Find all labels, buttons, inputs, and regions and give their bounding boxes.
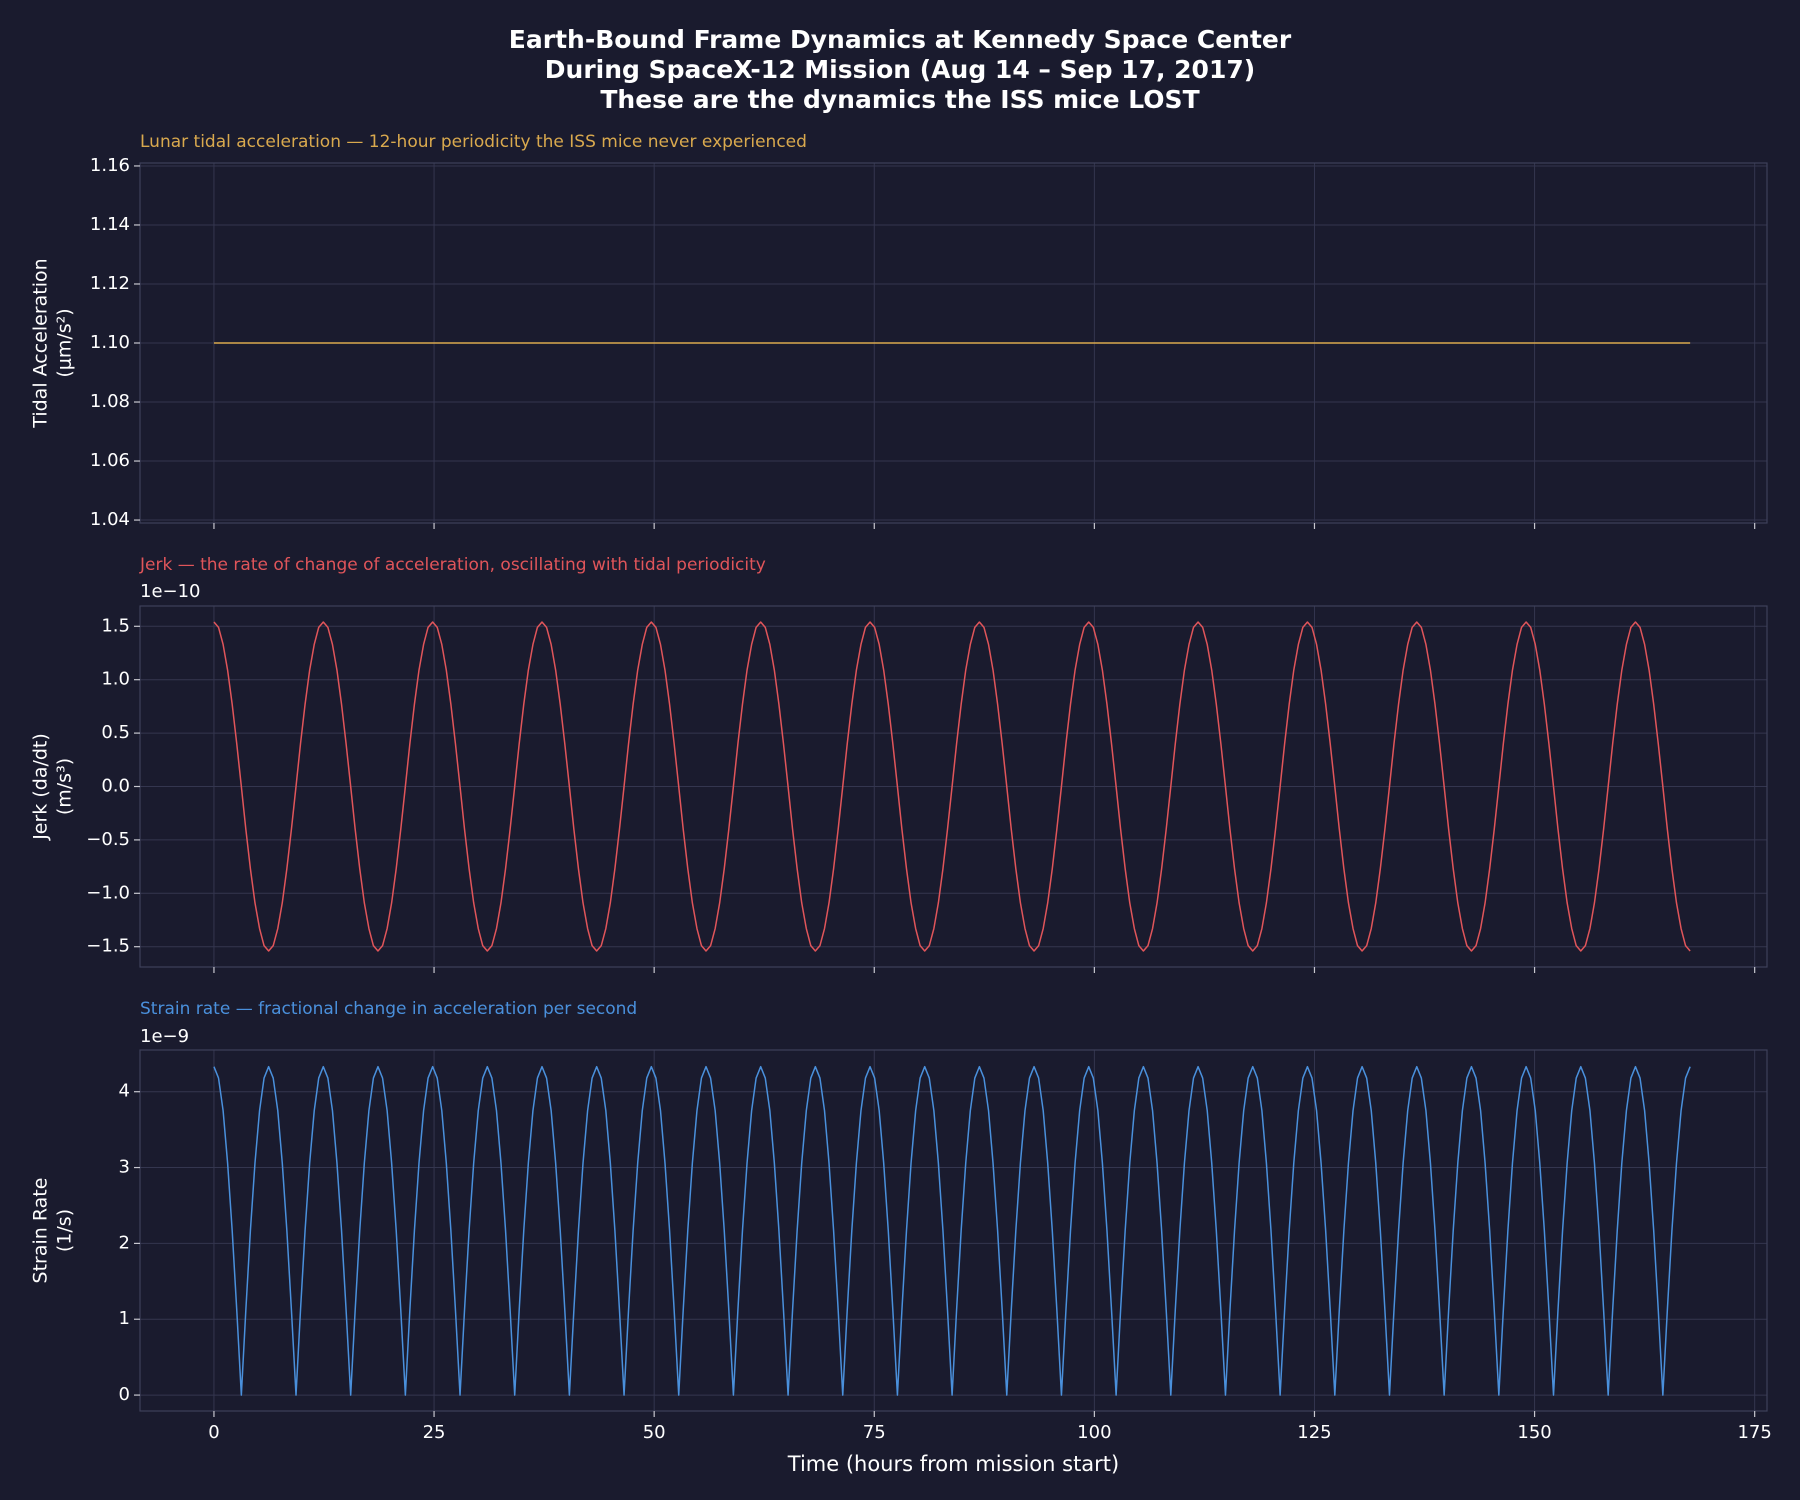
y-tick-label: 2: [119, 1232, 130, 1253]
y-tick-label: 3: [119, 1157, 130, 1178]
y-tick-label: 1.5: [101, 615, 130, 636]
y-axis-label: (m/s³): [54, 758, 76, 815]
x-tick-label: 150: [1517, 1422, 1551, 1443]
y-tick-label: 0: [119, 1384, 130, 1405]
x-tick-label: 175: [1737, 1422, 1771, 1443]
y-tick-label: 1.04: [90, 509, 130, 530]
y-tick-label: 1.08: [90, 391, 130, 412]
data-line: [213, 621, 1691, 952]
y-axis-label: (1/s): [54, 1209, 76, 1252]
offset-label: 1e−9: [140, 1026, 189, 1047]
y-tick-label: 1.12: [90, 273, 130, 294]
y-axis-label: Jerk (da/dt): [30, 733, 52, 841]
y-tick-label: 1.10: [90, 332, 130, 353]
chart-title: Earth-Bound Frame Dynamics at Kennedy Sp…: [509, 25, 1292, 54]
x-axis-label: Time (hours from mission start): [787, 1452, 1119, 1476]
x-tick-label: 75: [863, 1422, 886, 1443]
chart-title: During SpaceX-12 Mission (Aug 14 – Sep 1…: [545, 55, 1255, 84]
x-tick-label: 125: [1297, 1422, 1331, 1443]
x-tick-label: 25: [423, 1422, 446, 1443]
y-tick-label: 4: [119, 1081, 130, 1102]
x-tick-label: 50: [643, 1422, 666, 1443]
y-tick-label: 0.5: [101, 722, 130, 743]
y-tick-label: −1.5: [86, 936, 130, 957]
y-tick-label: 1.0: [101, 669, 130, 690]
y-tick-label: 1.06: [90, 450, 130, 471]
offset-label: 1e−10: [140, 581, 201, 602]
y-tick-label: 1: [119, 1308, 130, 1329]
data-line: [213, 1065, 1691, 1396]
axes-frame: [139, 1049, 1768, 1412]
y-tick-label: 0.0: [101, 776, 130, 797]
y-tick-label: 1.14: [90, 214, 130, 235]
y-tick-label: 1.16: [90, 155, 130, 176]
panel-subtitle: Strain rate — fractional change in accel…: [140, 999, 637, 1019]
x-tick-label: 0: [208, 1422, 219, 1443]
panel-subtitle: Lunar tidal acceleration — 12-hour perio…: [140, 132, 807, 152]
y-axis-label: (μm/s²): [54, 308, 76, 377]
panel-subtitle: Jerk — the rate of change of acceleratio…: [139, 555, 766, 575]
x-tick-label: 100: [1077, 1422, 1111, 1443]
chart-title: These are the dynamics the ISS mice LOST: [600, 85, 1199, 114]
y-tick-label: −0.5: [86, 829, 130, 850]
y-axis-label: Tidal Acceleration: [30, 258, 52, 428]
y-axis-label: Strain Rate: [30, 1178, 52, 1284]
y-tick-label: −1.0: [86, 882, 130, 903]
